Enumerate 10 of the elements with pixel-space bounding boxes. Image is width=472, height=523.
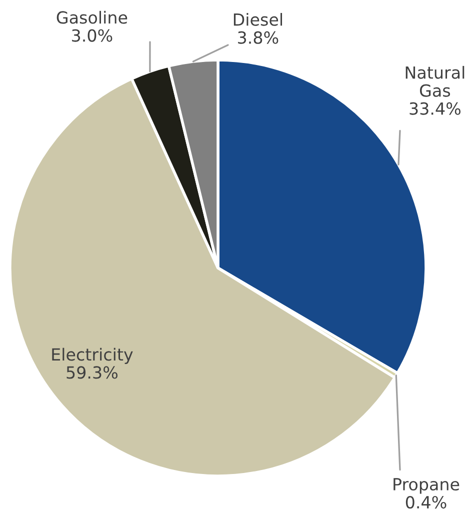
data-label: 33.4% xyxy=(410,102,460,115)
data-label: 3.0% xyxy=(72,29,112,42)
slice-label: Electricity xyxy=(52,348,133,364)
slice-label: Diesel xyxy=(234,12,282,26)
slice-label: Gasoline xyxy=(56,10,128,24)
slice-label: Natural Gas xyxy=(406,66,464,97)
slice-label: Propane xyxy=(394,478,460,494)
data-label: 3.8% xyxy=(238,31,278,44)
data-label: 0.4% xyxy=(406,496,446,509)
data-label: 59.3% xyxy=(66,366,118,379)
